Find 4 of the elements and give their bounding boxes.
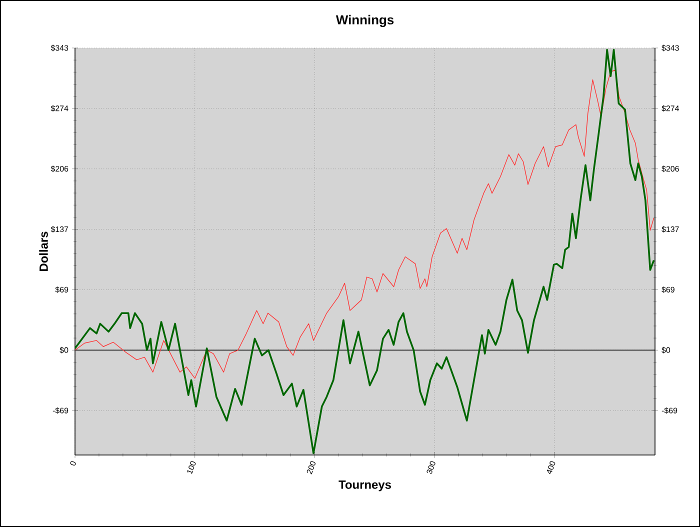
- y-axis-title: Dollars: [39, 232, 48, 271]
- x-axis-title: Tourneys: [338, 480, 391, 492]
- chart-title: Winnings: [336, 14, 394, 28]
- line-series: [75, 70, 654, 379]
